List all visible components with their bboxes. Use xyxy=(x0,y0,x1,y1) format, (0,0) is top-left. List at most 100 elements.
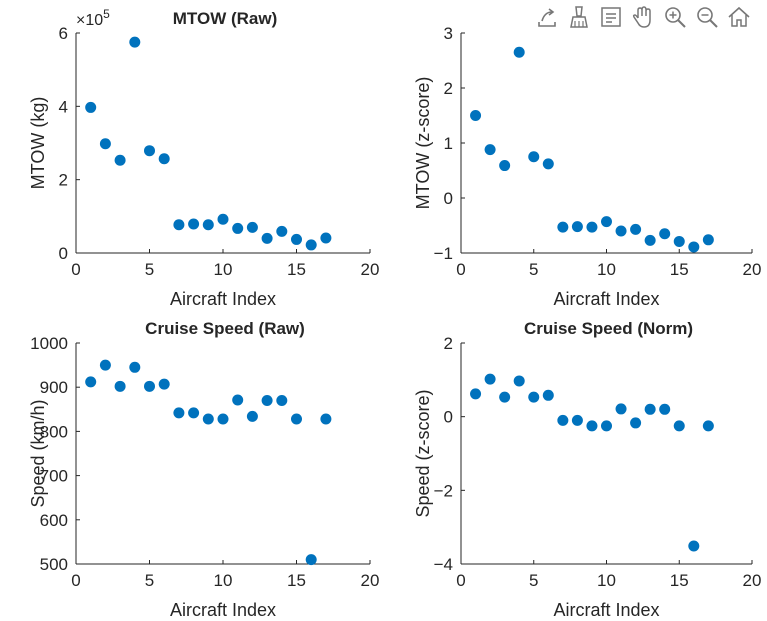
data-point xyxy=(276,394,288,406)
data-point xyxy=(99,359,111,371)
data-point xyxy=(320,232,332,244)
data-point xyxy=(499,160,511,172)
x-tick-label: 10 xyxy=(597,260,616,279)
x-axis-label: Aircraft Index xyxy=(553,289,659,309)
y-tick-label: 500 xyxy=(40,555,68,574)
data-point xyxy=(114,380,126,392)
zoom-out-icon[interactable] xyxy=(692,2,722,32)
data-point xyxy=(202,219,214,231)
x-tick-label: 0 xyxy=(71,571,80,590)
y-tick-label: 6 xyxy=(59,24,68,43)
data-point xyxy=(246,410,258,422)
x-tick-label: 20 xyxy=(361,571,380,590)
figure-toolbar xyxy=(532,2,754,32)
data-point xyxy=(528,151,540,163)
zoom-in-icon[interactable] xyxy=(660,2,690,32)
data-point xyxy=(144,380,155,392)
y-axis-label: MTOW (z-score) xyxy=(413,77,433,210)
pan-hand-icon[interactable] xyxy=(628,2,658,32)
data-point xyxy=(99,138,111,150)
x-tick-label: 15 xyxy=(670,571,689,590)
x-tick-label: 20 xyxy=(743,260,762,279)
y-tick-label: −2 xyxy=(434,481,453,500)
y-tick-label: −4 xyxy=(434,555,453,574)
data-point xyxy=(659,228,671,240)
data-point xyxy=(542,158,554,170)
data-point xyxy=(586,420,598,432)
y-tick-label: 2 xyxy=(59,171,68,190)
y-tick-label: 0 xyxy=(444,189,453,208)
data-point xyxy=(499,391,511,403)
scatter-panel-3: 0 5 10 15 20 500 600 700 800 900 1000 Cruise Speed … xyxy=(28,319,379,620)
data-point xyxy=(702,420,714,432)
y-tick-label: 600 xyxy=(40,511,68,530)
data-point xyxy=(557,221,569,233)
data-point xyxy=(513,375,525,387)
x-tick-label: 10 xyxy=(214,571,233,590)
data-point xyxy=(528,391,540,403)
data-point xyxy=(615,403,627,415)
data-point xyxy=(85,101,97,113)
x-tick-label: 0 xyxy=(456,260,465,279)
x-tick-label: 5 xyxy=(145,260,154,279)
y-tick-label: 3 xyxy=(444,24,453,43)
data-point xyxy=(129,361,141,373)
scatter-panel-1: 0 5 10 15 20 0 2 4 6 MTOW (Raw) Aircraft Index MTOW… xyxy=(28,7,379,309)
brush-icon[interactable] xyxy=(564,2,594,32)
data-point xyxy=(305,239,317,251)
chart-title: MTOW (Raw) xyxy=(173,9,278,28)
data-point xyxy=(261,394,273,406)
x-tick-label: 5 xyxy=(145,571,154,590)
data-point xyxy=(571,414,583,426)
data-point xyxy=(659,403,671,415)
data-point xyxy=(571,221,583,233)
x-axis-label: Aircraft Index xyxy=(170,600,276,620)
chart-title: Cruise Speed (Norm) xyxy=(524,319,693,338)
data-point xyxy=(484,144,496,156)
x-axis-label: Aircraft Index xyxy=(170,289,276,309)
data-point xyxy=(702,234,714,246)
data-point xyxy=(202,413,214,425)
data-point xyxy=(114,154,126,166)
x-tick-label: 0 xyxy=(456,571,465,590)
x-tick-label: 15 xyxy=(287,260,306,279)
data-point xyxy=(601,216,612,228)
data-point xyxy=(688,540,700,552)
data-point xyxy=(217,213,229,225)
datatip-icon[interactable] xyxy=(596,2,626,32)
x-axis-label: Aircraft Index xyxy=(553,600,659,620)
data-point xyxy=(246,221,258,233)
x-tick-label: 15 xyxy=(287,571,306,590)
y-tick-label: 1 xyxy=(444,134,453,153)
data-point xyxy=(470,110,482,121)
data-point xyxy=(188,407,200,419)
data-point xyxy=(470,388,482,400)
y-tick-label: 900 xyxy=(40,378,68,397)
data-point xyxy=(217,413,229,425)
data-point xyxy=(484,373,496,385)
data-point xyxy=(615,225,627,237)
data-point xyxy=(673,420,685,432)
x-tick-label: 10 xyxy=(597,571,616,590)
data-point xyxy=(601,420,612,432)
data-point xyxy=(644,403,656,415)
data-point xyxy=(232,222,244,234)
data-point xyxy=(173,407,185,419)
x-tick-label: 15 xyxy=(670,260,689,279)
home-icon[interactable] xyxy=(724,2,754,32)
y-tick-label: 800 xyxy=(40,422,68,441)
x-tick-label: 0 xyxy=(71,260,80,279)
data-point xyxy=(261,232,273,244)
chart-title: Cruise Speed (Raw) xyxy=(145,319,305,338)
y-axis-label: Speed (km/h) xyxy=(28,399,48,507)
x-tick-label: 20 xyxy=(361,260,380,279)
x-tick-label: 10 xyxy=(214,260,233,279)
export-icon[interactable] xyxy=(532,2,562,32)
data-point xyxy=(188,218,200,230)
data-point xyxy=(557,414,569,426)
y-tick-label: 0 xyxy=(444,408,453,427)
y-tick-label: 2 xyxy=(444,79,453,98)
y-tick-label: 4 xyxy=(59,97,68,116)
